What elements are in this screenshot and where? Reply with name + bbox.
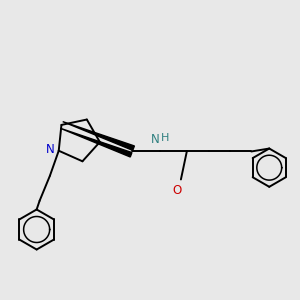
Polygon shape	[63, 122, 134, 150]
Text: O: O	[173, 184, 182, 197]
Polygon shape	[60, 128, 132, 157]
Text: H: H	[161, 133, 170, 143]
Text: N: N	[151, 133, 159, 146]
Text: N: N	[46, 143, 54, 156]
